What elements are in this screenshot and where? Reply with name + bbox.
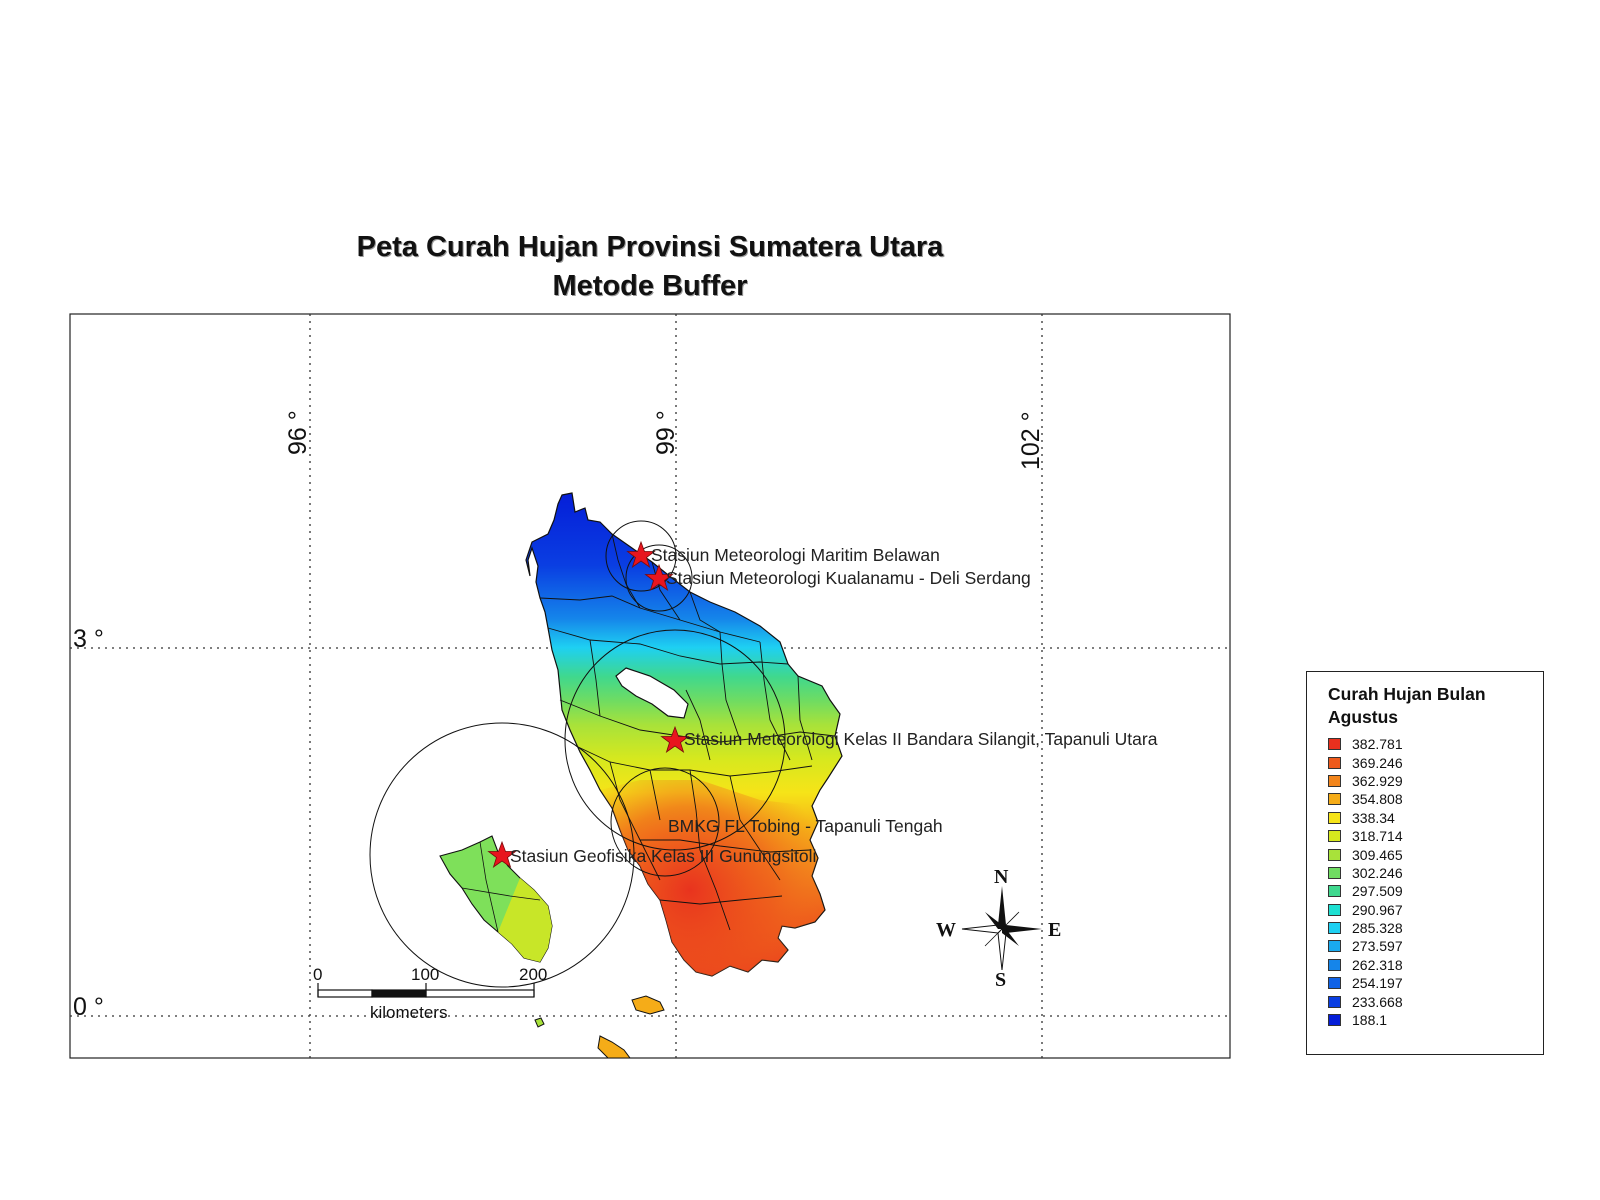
scale-bar: 0 100 200 kilometers [313,965,547,1022]
compass-rose-icon: N S E W [936,866,1061,991]
nias-boundaries [461,841,541,933]
legend-swatch [1328,830,1341,843]
legend-item: 318.714 [1328,827,1403,845]
legend-label: 302.246 [1352,864,1403,881]
legend-swatch [1328,793,1341,806]
legend-swatch [1328,756,1341,769]
station-label-gunungsitoli: Stasiun Geofisika Kelas III Gunungsitoli [510,846,816,866]
legend-swatch [1328,885,1341,898]
legend-item: 369.246 [1328,753,1403,771]
legend-item: 297.509 [1328,882,1403,900]
legend-swatch [1328,903,1341,916]
map-title-line-1: Peta Curah Hujan Provinsi Sumatera Utara [356,231,944,263]
legend-label: 309.465 [1352,846,1403,863]
legend-label: 318.714 [1352,828,1403,845]
station-star-kualanamu [644,563,674,592]
buffer-gunungsitoli [369,722,635,988]
legend-label: 338.34 [1352,809,1395,826]
station-label-belawan: Stasiun Meteorologi Maritim Belawan [651,545,940,565]
legend-label: 233.668 [1352,993,1403,1010]
buffer-belawan [605,520,677,592]
legend-swatch [1328,922,1341,935]
legend-swatch [1328,848,1341,861]
legend-title: Curah Hujan Bulan Agustus [1328,684,1486,727]
legend-item: 262.318 [1328,956,1403,974]
legend-item: 302.246 [1328,864,1403,882]
legend-swatch [1328,958,1341,971]
buffer-fl-tobing [610,767,720,877]
legend-item: 254.197 [1328,974,1403,992]
lake-toba [615,667,689,719]
buffer-circles [369,520,786,988]
scale-bar-label-0: 0 [313,965,322,984]
map-title: Peta Curah Hujan Provinsi Sumatera Utara… [68,228,1232,306]
legend-label: 382.781 [1352,736,1403,753]
scale-bar-label-100: 100 [411,965,439,984]
legend-item: 382.781 [1328,735,1403,753]
legend-swatch [1328,866,1341,879]
legend-swatch [1328,774,1341,787]
legend-label: 285.328 [1352,920,1403,937]
legend-swatch [1328,1014,1341,1027]
legend-label: 273.597 [1352,938,1403,955]
legend-item: 354.808 [1328,790,1403,808]
legend-label: 362.929 [1352,772,1403,789]
legend-label: 262.318 [1352,956,1403,973]
compass-n-label: N [994,866,1009,888]
legend-label: 369.246 [1352,754,1403,771]
small-island-west [534,1017,545,1028]
station-star-gunungsitoli [487,840,517,869]
legend-swatch [1328,977,1341,990]
district-boundaries [539,533,836,931]
legend-swatch [1328,940,1341,953]
station-label-silangit: Stasiun Meteorologi Kelas II Bandara Sil… [684,729,1158,749]
legend-item: 285.328 [1328,919,1403,937]
legend-item: 290.967 [1328,901,1403,919]
legend-label: 290.967 [1352,901,1403,918]
legend-swatch [1328,995,1341,1008]
legend-label: 354.808 [1352,791,1403,808]
longitude-label-102: 102 ° [1017,411,1045,470]
legend-item: 338.34 [1328,809,1403,827]
legend-item: 362.929 [1328,772,1403,790]
compass-e-label: E [1048,919,1061,941]
station-label-fl-tobing: BMKG FL Tobing - Tapanuli Tengah [668,816,943,836]
station-star-belawan [626,540,656,569]
compass-s-label: S [995,969,1006,991]
scale-bar-segment-2 [371,989,427,998]
small-island-south [597,1035,631,1058]
small-island-batu [631,995,665,1015]
longitude-label-96: 96 ° [284,410,312,455]
scale-bar-label-200: 200 [519,965,547,984]
longitude-label-99: 99 ° [652,410,680,455]
legend: Curah Hujan Bulan Agustus 382.781 369.246… [1306,671,1544,1055]
legend-label: 254.197 [1352,975,1403,992]
station-star-silangit [660,725,690,754]
nias-island-south [498,878,552,962]
compass-w-label: W [936,919,956,941]
legend-swatch [1328,811,1341,824]
legend-item: 309.465 [1328,845,1403,863]
latitude-label-0: 0 ° [73,993,104,1021]
station-label-kualanamu: Stasiun Meteorologi Kualanamu - Deli Ser… [666,568,1031,588]
buffer-kualanamu [625,544,693,612]
scale-bar-segment-3 [425,989,535,998]
legend-swatch [1328,738,1341,751]
map-title-line-2: Metode Buffer [552,270,748,302]
legend-items: 382.781 369.246 362.929 354.808 338.34 318.71… [1328,735,1403,1029]
scale-bar-unit: kilometers [370,1003,447,1022]
station-markers [487,540,690,869]
scale-bar-segment-1 [317,989,373,998]
legend-item: 188.1 [1328,1011,1403,1029]
buffer-silangit [564,629,786,851]
legend-label: 297.509 [1352,883,1403,900]
latitude-label-3: 3 ° [73,625,104,653]
legend-label: 188.1 [1352,1012,1388,1029]
legend-item: 273.597 [1328,937,1403,955]
legend-item: 233.668 [1328,992,1403,1010]
mainland-hotspot [600,780,825,976]
